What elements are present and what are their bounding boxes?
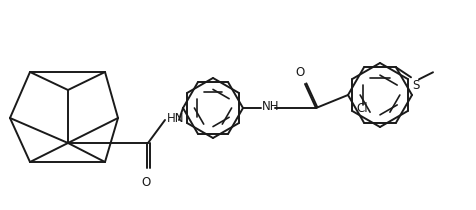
Text: NH: NH — [262, 100, 279, 113]
Text: O: O — [296, 66, 305, 79]
Text: O: O — [141, 176, 150, 189]
Text: HN: HN — [167, 112, 185, 125]
Text: Cl: Cl — [356, 102, 368, 115]
Text: S: S — [412, 79, 419, 92]
